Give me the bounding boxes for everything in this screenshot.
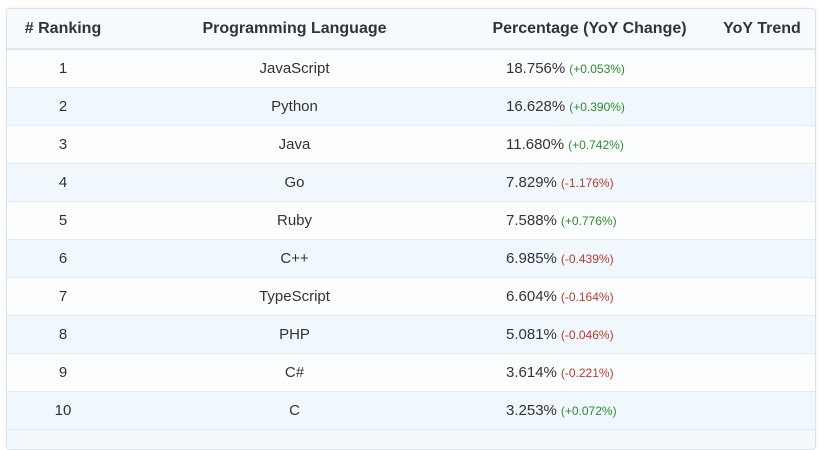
percentage-value: 3.253% xyxy=(506,401,557,419)
header-percentage[interactable]: Percentage (YoY Change) xyxy=(492,19,687,37)
trend-cell xyxy=(709,391,815,429)
percentage-cell: 7.588% (+0.776%) xyxy=(470,201,709,239)
table-row: 5 Ruby 7.588% (+0.776%) xyxy=(7,201,815,239)
trend-cell xyxy=(709,163,815,201)
language-ranking-table: # Ranking Programming Language Percentag… xyxy=(7,9,815,430)
percentage-cell: 7.829% (-1.176%) xyxy=(470,163,709,201)
language-cell: PHP xyxy=(279,325,310,343)
yoy-change-value: (-1.176%) xyxy=(560,175,614,190)
percentage-cell: 3.253% (+0.072%) xyxy=(470,391,709,429)
table-row: 1 JavaScript 18.756% (+0.053%) xyxy=(7,49,815,87)
language-ranking-table-container: # Ranking Programming Language Percentag… xyxy=(6,8,816,450)
yoy-change-value: (+0.776%) xyxy=(560,213,617,228)
yoy-change-value: (-0.221%) xyxy=(560,365,614,380)
percentage-cell: 18.756% (+0.053%) xyxy=(470,49,709,87)
yoy-change-value: (+0.742%) xyxy=(568,137,624,152)
header-yoy-trend[interactable]: YoY Trend xyxy=(723,19,801,37)
trend-cell xyxy=(709,277,815,315)
table-row: 6 C++ 6.985% (-0.439%) xyxy=(7,239,815,277)
rank-cell: 3 xyxy=(58,135,68,153)
percentage-cell: 3.614% (-0.221%) xyxy=(470,353,709,391)
percentage-value: 7.829% xyxy=(506,173,557,191)
yoy-change-value: (+0.053%) xyxy=(569,61,625,76)
trend-cell xyxy=(709,87,815,125)
rank-cell: 8 xyxy=(58,325,68,343)
rank-cell: 4 xyxy=(58,173,68,191)
percentage-value: 6.985% xyxy=(506,249,557,267)
trend-cell xyxy=(709,353,815,391)
table-row: 9 C# 3.614% (-0.221%) xyxy=(7,353,815,391)
header-ranking[interactable]: # Ranking xyxy=(24,19,102,37)
language-cell: Java xyxy=(278,135,311,153)
table-row: 2 Python 16.628% (+0.390%) xyxy=(7,87,815,125)
percentage-cell: 6.604% (-0.164%) xyxy=(470,277,709,315)
rank-cell: 10 xyxy=(54,401,72,419)
percentage-cell: 11.680% (+0.742%) xyxy=(470,125,709,163)
rank-cell: 5 xyxy=(58,211,68,229)
trend-cell xyxy=(709,315,815,353)
trend-cell xyxy=(709,239,815,277)
rank-cell: 7 xyxy=(58,287,68,305)
percentage-value: 5.081% xyxy=(506,325,557,343)
header-programming-language[interactable]: Programming Language xyxy=(202,19,387,37)
percentage-value: 3.614% xyxy=(506,363,557,381)
language-cell: C++ xyxy=(280,249,309,267)
language-cell: C# xyxy=(284,363,305,381)
percentage-cell: 16.628% (+0.390%) xyxy=(470,87,709,125)
language-cell: TypeScript xyxy=(259,287,330,305)
percentage-cell: 5.081% (-0.046%) xyxy=(470,315,709,353)
language-cell: Ruby xyxy=(276,211,313,229)
language-cell: JavaScript xyxy=(259,59,330,77)
yoy-change-value: (+0.072%) xyxy=(560,403,617,418)
yoy-change-value: (-0.439%) xyxy=(560,251,614,266)
header-row: # Ranking Programming Language Percentag… xyxy=(7,9,815,49)
percentage-value: 16.628% xyxy=(506,97,566,115)
table-row: 10 C 3.253% (+0.072%) xyxy=(7,391,815,429)
yoy-change-value: (-0.046%) xyxy=(560,327,614,342)
trend-cell xyxy=(709,201,815,239)
table-row: 4 Go 7.829% (-1.176%) xyxy=(7,163,815,201)
table-header: # Ranking Programming Language Percentag… xyxy=(7,9,815,49)
table-body: 1 JavaScript 18.756% (+0.053%) 2 Python 16.628… xyxy=(7,49,815,429)
language-cell: Python xyxy=(271,97,318,115)
percentage-value: 6.604% xyxy=(506,287,557,305)
percentage-value: 11.680% xyxy=(506,135,565,153)
rank-cell: 2 xyxy=(58,97,68,115)
language-cell: C xyxy=(289,401,300,419)
yoy-change-value: (+0.390%) xyxy=(569,99,625,114)
percentage-value: 7.588% xyxy=(506,211,557,229)
trend-cell xyxy=(709,125,815,163)
table-row: 8 PHP 5.081% (-0.046%) xyxy=(7,315,815,353)
trend-cell xyxy=(709,49,815,87)
language-cell: Go xyxy=(284,173,305,191)
rank-cell: 9 xyxy=(58,363,68,381)
percentage-cell: 6.985% (-0.439%) xyxy=(470,239,709,277)
percentage-value: 18.756% xyxy=(506,59,566,77)
table-row: 7 TypeScript 6.604% (-0.164%) xyxy=(7,277,815,315)
table-row: 3 Java 11.680% (+0.742%) xyxy=(7,125,815,163)
rank-cell: 1 xyxy=(58,59,68,77)
rank-cell: 6 xyxy=(58,249,68,267)
yoy-change-value: (-0.164%) xyxy=(560,289,614,304)
